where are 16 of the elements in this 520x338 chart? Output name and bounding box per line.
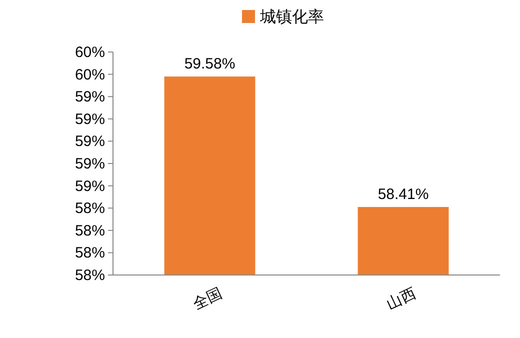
y-tick-label: 59%	[74, 178, 105, 195]
y-tick-label: 58%	[74, 244, 105, 262]
y-tick-label: 60%	[74, 66, 105, 84]
data-label: 58.41%	[378, 186, 429, 203]
y-tick-label: 59%	[74, 133, 105, 150]
x-tick-label: 全国	[190, 284, 226, 313]
y-tick-label: 58%	[74, 200, 105, 218]
y-tick-label: 60%	[74, 44, 105, 61]
y-tick-label: 58%	[74, 267, 105, 284]
x-tick-label: 山西	[384, 284, 419, 313]
y-tick-label: 59%	[74, 110, 105, 128]
y-tick-label: 59%	[74, 88, 105, 106]
y-tick-label: 59%	[74, 156, 105, 172]
data-label: 59.58%	[184, 56, 236, 73]
y-tick-label: 58%	[74, 222, 105, 240]
legend-label: 城镇化率	[259, 8, 324, 26]
